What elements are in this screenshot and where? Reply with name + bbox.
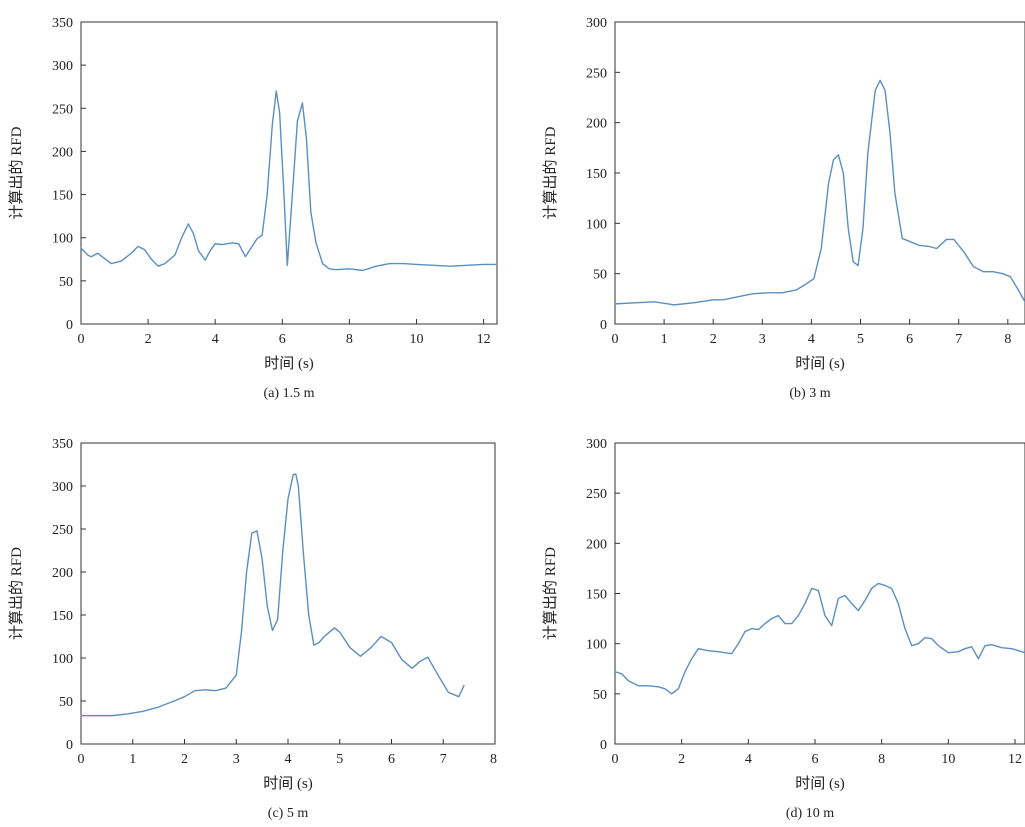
y-tick-label: 300 — [586, 16, 607, 31]
y-tick-label: 200 — [586, 537, 607, 552]
y-tick-label: 300 — [586, 437, 607, 452]
y-axis-label: 计算出的 RFD — [7, 126, 25, 219]
y-tick-label: 100 — [52, 652, 73, 667]
x-tick-label: 6 — [812, 752, 819, 767]
y-tick-label: 350 — [52, 437, 73, 452]
x-tick-label: 12 — [1008, 752, 1022, 767]
x-tick-label: 2 — [710, 332, 717, 347]
x-axis-label: 时间 (s) — [795, 775, 845, 792]
x-tick-label: 8 — [346, 332, 353, 347]
y-axis-label: 计算出的 RFD — [7, 547, 25, 640]
y-tick-label: 150 — [586, 588, 607, 603]
chart-panel-d: 0 50 100 150 200 250 300 0 2 4 6 8 10 12 时间 (s) 计算出的 RF… — [541, 437, 1025, 821]
x-axis-label: 时间 (s) — [263, 775, 313, 792]
chart-panel-c: 0 50 100 150 200 250 300 350 0 1 2 3 4 5 6 7 8 时间 (s) 计算出的… — [7, 437, 497, 821]
y-tick-label: 50 — [593, 688, 607, 703]
x-tick-label: 6 — [388, 752, 395, 767]
x-tick-label: 3 — [759, 332, 766, 347]
x-tick-label: 0 — [78, 752, 85, 767]
y-tick-label: 0 — [66, 318, 73, 333]
plot-frame — [80, 442, 496, 745]
plot-frame — [614, 21, 1025, 325]
y-tick-label: 300 — [52, 480, 73, 495]
y-tick-label: 0 — [600, 738, 607, 753]
y-tick-label: 50 — [593, 268, 607, 283]
x-tick-label: 4 — [808, 332, 815, 347]
plot-frame — [80, 21, 498, 325]
x-tick-label: 1 — [129, 752, 136, 767]
x-tick-label: 7 — [440, 752, 447, 767]
series-line — [80, 473, 465, 717]
caption-a: (a) 1.5 m — [264, 386, 315, 401]
chart-panel-b: 0 50 100 150 200 250 300 0 1 2 3 4 5 6 7 8 时间 (s) 计算出的 RF… — [541, 16, 1025, 401]
x-tick-label: 3 — [233, 752, 240, 767]
x-tick-label: 0 — [612, 332, 619, 347]
series-line — [614, 79, 1025, 306]
series-line — [614, 582, 1025, 695]
chart-panel-a: 0 50 100 150 200 250 300 350 0 2 4 6 8 10 12 时间 (s) 计算出的… — [7, 16, 498, 401]
x-tick-label: 5 — [857, 332, 864, 347]
x-axis-label: 时间 (s) — [264, 355, 314, 372]
y-tick-label: 200 — [586, 117, 607, 132]
y-tick-label: 200 — [52, 566, 73, 581]
x-tick-label: 2 — [678, 752, 685, 767]
x-tick-label: 2 — [181, 752, 188, 767]
x-tick-label: 8 — [878, 752, 885, 767]
x-axis-label: 时间 (s) — [795, 355, 845, 372]
x-tick-label: 6 — [906, 332, 913, 347]
y-tick-label: 50 — [59, 695, 73, 710]
y-tick-label: 300 — [52, 59, 73, 74]
y-tick-label: 100 — [586, 217, 607, 232]
y-axis-label: 计算出的 RFD — [541, 126, 559, 219]
x-tick-label: 4 — [285, 752, 292, 767]
y-tick-label: 100 — [586, 638, 607, 653]
x-tick-label: 8 — [490, 752, 497, 767]
x-tick-label: 7 — [955, 332, 962, 347]
y-tick-label: 150 — [52, 609, 73, 624]
y-tick-label: 250 — [586, 66, 607, 81]
y-tick-label: 350 — [52, 16, 73, 31]
x-tick-label: 10 — [941, 752, 955, 767]
x-tick-label: 2 — [145, 332, 152, 347]
x-tick-label: 6 — [279, 332, 286, 347]
y-axis-label: 计算出的 RFD — [541, 547, 559, 640]
y-tick-label: 200 — [52, 145, 73, 160]
y-tick-label: 100 — [52, 232, 73, 247]
series-line — [80, 90, 498, 272]
x-tick-label: 10 — [409, 332, 423, 347]
y-tick-label: 0 — [600, 318, 607, 333]
y-tick-label: 250 — [52, 102, 73, 117]
x-tick-label: 8 — [1004, 332, 1011, 347]
y-tick-label: 150 — [52, 189, 73, 204]
y-tick-label: 250 — [586, 487, 607, 502]
x-tick-label: 5 — [336, 752, 343, 767]
y-tick-label: 250 — [52, 523, 73, 538]
caption-b: (b) 3 m — [789, 386, 830, 401]
x-tick-label: 0 — [612, 752, 619, 767]
caption-c: (c) 5 m — [268, 806, 309, 821]
x-tick-label: 1 — [661, 332, 668, 347]
y-tick-label: 150 — [586, 167, 607, 182]
caption-d: (d) 10 m — [786, 806, 834, 821]
x-tick-label: 4 — [212, 332, 219, 347]
y-tick-label: 50 — [59, 275, 73, 290]
x-tick-label: 0 — [78, 332, 85, 347]
plot-frame — [614, 442, 1025, 745]
x-tick-label: 4 — [745, 752, 752, 767]
y-tick-label: 0 — [66, 738, 73, 753]
x-tick-label: 12 — [477, 332, 491, 347]
